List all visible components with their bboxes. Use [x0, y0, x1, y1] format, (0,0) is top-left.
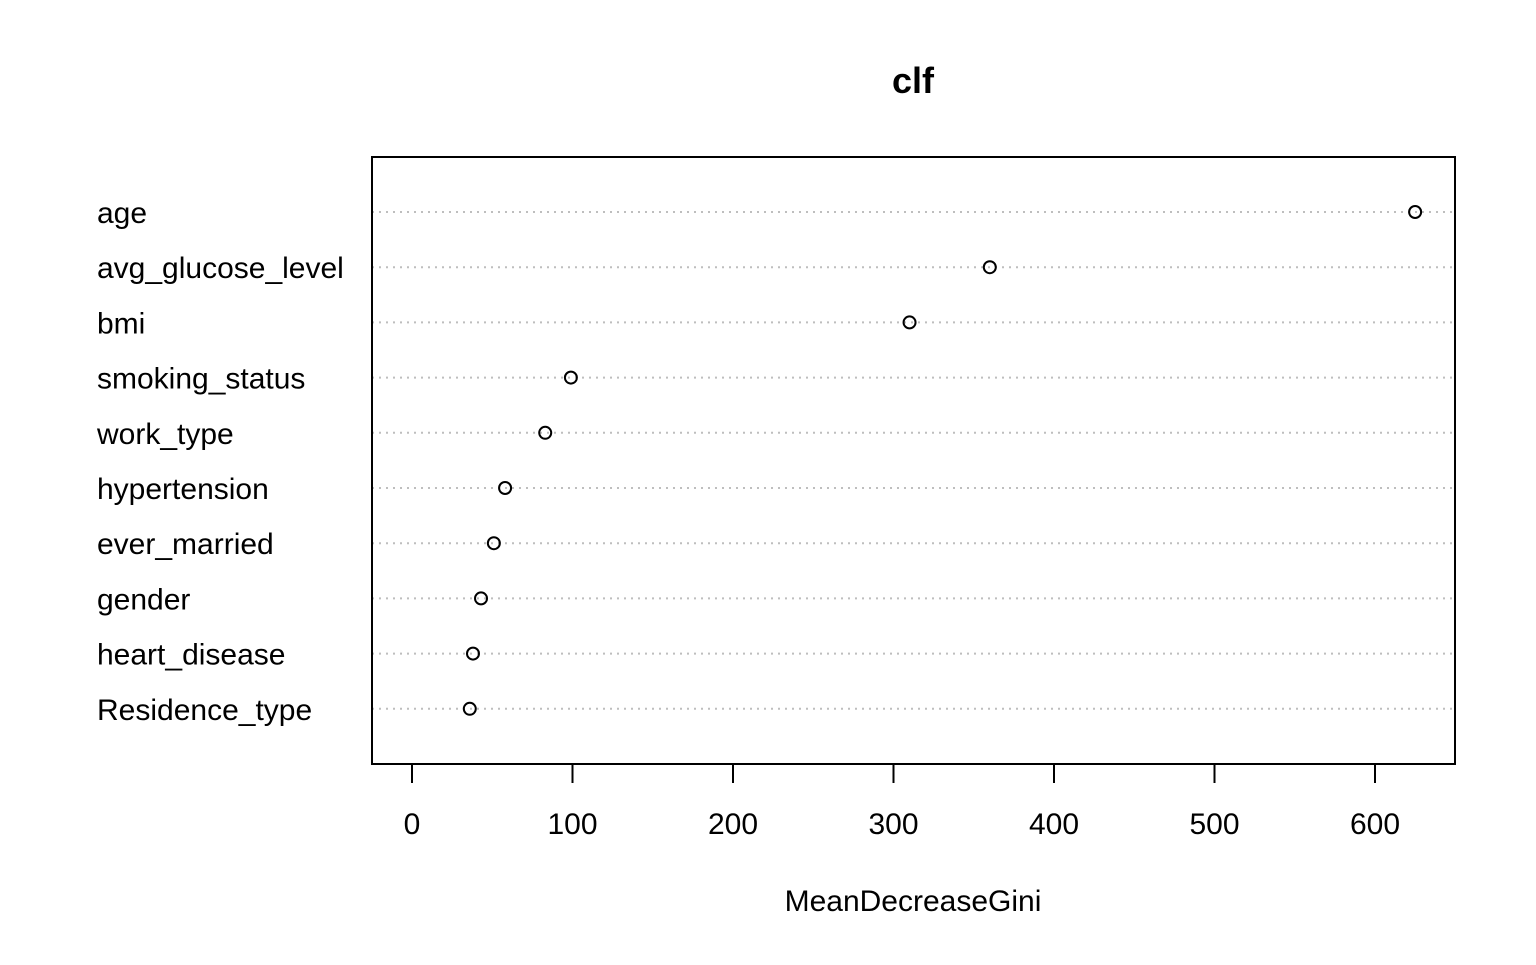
x-tick-label: 0 — [404, 808, 421, 841]
x-tick-label: 500 — [1189, 808, 1239, 841]
data-point — [486, 536, 501, 551]
category-label: bmi — [97, 307, 145, 340]
data-point — [1408, 205, 1423, 219]
gridlines — [372, 211, 1455, 710]
data-points — [462, 205, 1423, 716]
x-axis: 0 100 200 300 400 500 600 — [404, 763, 1400, 841]
category-label: avg_glucose_level — [97, 252, 344, 285]
data-point — [498, 481, 513, 495]
x-tick-label: 400 — [1029, 808, 1079, 841]
data-point — [465, 646, 480, 661]
x-axis-label: MeanDecreaseGini — [785, 885, 1042, 918]
category-label: smoking_status — [97, 363, 305, 396]
category-label: Residence_type — [97, 694, 312, 727]
data-point — [462, 701, 477, 716]
category-label: hypertension — [97, 473, 269, 506]
data-point — [538, 425, 553, 440]
category-label: heart_disease — [97, 639, 285, 672]
category-label: gender — [97, 583, 190, 616]
data-point — [982, 260, 997, 275]
x-tick-label: 300 — [868, 808, 918, 841]
category-label: work_type — [96, 418, 234, 451]
category-label: age — [97, 197, 147, 230]
x-tick-label: 100 — [547, 808, 597, 841]
x-tick-label: 200 — [708, 808, 758, 841]
data-point — [902, 315, 917, 330]
plot-frame — [371, 156, 1456, 765]
data-point — [563, 370, 578, 385]
chart-title: clf — [892, 60, 935, 101]
data-point — [474, 591, 489, 606]
category-label: ever_married — [97, 528, 274, 561]
x-tick-label: 600 — [1350, 808, 1400, 841]
